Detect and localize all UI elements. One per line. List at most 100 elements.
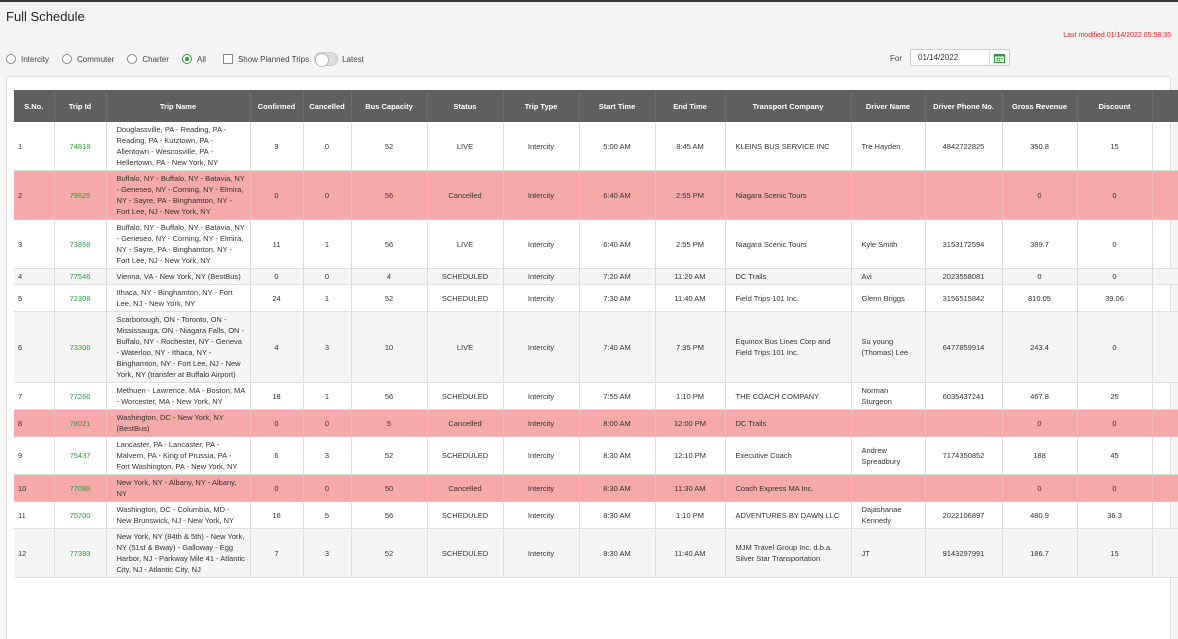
cell-discount: 0 (1077, 311, 1153, 383)
cell-revenue: 0 (1002, 474, 1078, 502)
cell-trip-id[interactable]: 77546 (54, 268, 107, 285)
cell-confirmed: 0 (250, 170, 304, 220)
cell-trip-id[interactable]: 75437 (54, 436, 107, 475)
cell-trip-id[interactable]: 79625 (54, 170, 107, 220)
column-header[interactable]: Confirmed (250, 90, 304, 122)
column-header[interactable]: End Time (655, 90, 726, 122)
cell-filler (1152, 284, 1178, 312)
column-header[interactable]: Driver Phone No. (925, 90, 1003, 122)
column-header[interactable]: Status (427, 90, 504, 122)
date-value: 01/14/2022 (918, 53, 959, 62)
column-header[interactable]: Transport Company (725, 90, 852, 122)
cell-trip-id[interactable]: 77266 (54, 382, 107, 410)
cell-filler (1152, 219, 1178, 269)
table-row[interactable]: 11 75700 Washington, DC - Columbia, MD - N… (14, 501, 1178, 529)
column-header[interactable]: Trip Type (503, 90, 580, 122)
filter-commuter[interactable]: Commuter (62, 54, 114, 64)
column-header[interactable]: Bus Capacity (351, 90, 428, 122)
column-header[interactable]: S.No. (14, 90, 55, 122)
filter-all[interactable]: All (182, 54, 206, 64)
cell-sno: 1 (14, 122, 55, 171)
cell-confirmed: 0 (250, 268, 304, 285)
cell-end: 12:00 PM (655, 409, 726, 437)
table-row[interactable]: 10 77088 New York, NY - Albany, NY - Alban… (14, 474, 1178, 502)
filter-charter-label: Charter (142, 54, 170, 64)
cell-capacity: 4 (351, 268, 428, 285)
cell-sno: 10 (14, 474, 55, 502)
checkbox[interactable] (222, 54, 233, 64)
cell-cancelled: 1 (303, 284, 352, 312)
cell-filler (1152, 474, 1178, 502)
column-header[interactable]: Trip Name (106, 90, 251, 122)
cell-status: Cancelled (427, 474, 504, 502)
filter-charter[interactable]: Charter (127, 54, 169, 64)
cell-trip-id[interactable]: 77088 (54, 474, 107, 502)
radio-icon[interactable] (62, 54, 73, 64)
table-row[interactable]: 1 74818 Douglassville, PA - Reading, PA - … (14, 122, 1178, 171)
cell-type: Intercity (503, 528, 580, 578)
cell-company: Coach Express MA Inc. (725, 474, 852, 502)
filter-all-label: All (197, 54, 206, 64)
cell-sno: 6 (14, 311, 55, 383)
radio-icon[interactable] (6, 54, 16, 64)
cell-trip-id[interactable]: 77393 (54, 528, 107, 578)
cell-discount: 45 (1077, 436, 1153, 475)
date-picker-input[interactable]: 01/14/2022 (910, 49, 1010, 66)
cell-filler (1152, 382, 1178, 410)
cell-cancelled: 1 (303, 382, 352, 410)
cell-trip-id[interactable]: 74818 (54, 122, 107, 171)
filter-intercity[interactable]: Intercity (6, 54, 49, 64)
calendar-button[interactable] (989, 50, 1009, 65)
cell-trip-id[interactable]: 78021 (54, 409, 107, 437)
cell-trip-id[interactable]: 72308 (54, 284, 107, 312)
cell-driver: Avi (851, 268, 926, 285)
cell-status: SCHEDULED (427, 501, 504, 529)
column-header[interactable]: Driver Name (851, 90, 926, 122)
cell-cancelled: 3 (303, 528, 352, 578)
column-header[interactable]: Discount (1077, 90, 1153, 122)
table-row[interactable]: 4 77546 Vienna, VA - New York, NY (BestBus… (14, 268, 1178, 285)
radio-selected-icon[interactable] (182, 54, 193, 64)
cell-sno: 3 (14, 219, 55, 269)
cell-sno: 7 (14, 382, 55, 410)
cell-revenue: 0 (1002, 409, 1078, 437)
cell-name: Buffalo, NY - Buffalo, NY - Batavia, NY … (106, 219, 251, 269)
table-row[interactable]: 5 72308 Ithaca, NY - Binghamton, NY - Fort… (14, 284, 1178, 312)
cell-type: Intercity (503, 382, 580, 410)
cell-sno: 5 (14, 284, 55, 312)
cell-capacity: 56 (351, 219, 428, 269)
column-header[interactable]: Start Time (579, 90, 656, 122)
cell-filler (1152, 501, 1178, 529)
show-planned-trips[interactable]: Show Planned Trips (222, 54, 309, 64)
table-row[interactable]: 12 77393 New York, NY (84th & 5th) - New Y… (14, 528, 1178, 578)
cell-trip-id[interactable]: 75700 (54, 501, 107, 529)
column-header[interactable]: Gross Revenue (1002, 90, 1078, 122)
cell-trip-id[interactable]: 73858 (54, 219, 107, 269)
cell-driver: Glenn Briggs (851, 284, 926, 312)
cell-phone (925, 474, 1003, 502)
column-header[interactable]: Cancelled (303, 90, 352, 122)
column-header[interactable]: Trip Id (54, 90, 107, 122)
table-row[interactable]: 2 79625 Buffalo, NY - Buffalo, NY - Batavi… (14, 170, 1178, 220)
cell-discount: 25 (1077, 382, 1153, 410)
table-row[interactable]: 3 73858 Buffalo, NY - Buffalo, NY - Batavi… (14, 219, 1178, 269)
cell-end: 11:40 AM (655, 528, 726, 578)
cell-capacity: 50 (351, 474, 428, 502)
cell-filler (1152, 311, 1178, 383)
table-row[interactable]: 7 77266 Methuen - Lawrence, MA - Boston, M… (14, 382, 1178, 410)
cell-phone (925, 409, 1003, 437)
cell-end: 11:40 AM (655, 284, 726, 312)
cell-trip-id[interactable]: 73306 (54, 311, 107, 383)
table-row[interactable]: 6 73306 Scarborough, ON - Toronto, ON - Mi… (14, 311, 1178, 383)
latest-toggle[interactable]: Latest (314, 52, 364, 67)
cell-end: 2:55 PM (655, 219, 726, 269)
cell-driver: Andrew Spreadbury (851, 436, 926, 475)
radio-icon[interactable] (127, 54, 138, 64)
trip-filters: Intercity Commuter Charter All Show Plan… (6, 52, 377, 67)
toggle-switch[interactable] (314, 52, 339, 67)
cell-driver: Dajashanae Kennedy (851, 501, 926, 529)
table-row[interactable]: 8 78021 Washington, DC - New York, NY (Bes… (14, 409, 1178, 437)
cell-revenue: 389.7 (1002, 219, 1078, 269)
table-row[interactable]: 9 75437 Lancaster, PA - Lancaster, PA - Ma… (14, 436, 1178, 475)
cell-discount: 0 (1077, 170, 1153, 220)
